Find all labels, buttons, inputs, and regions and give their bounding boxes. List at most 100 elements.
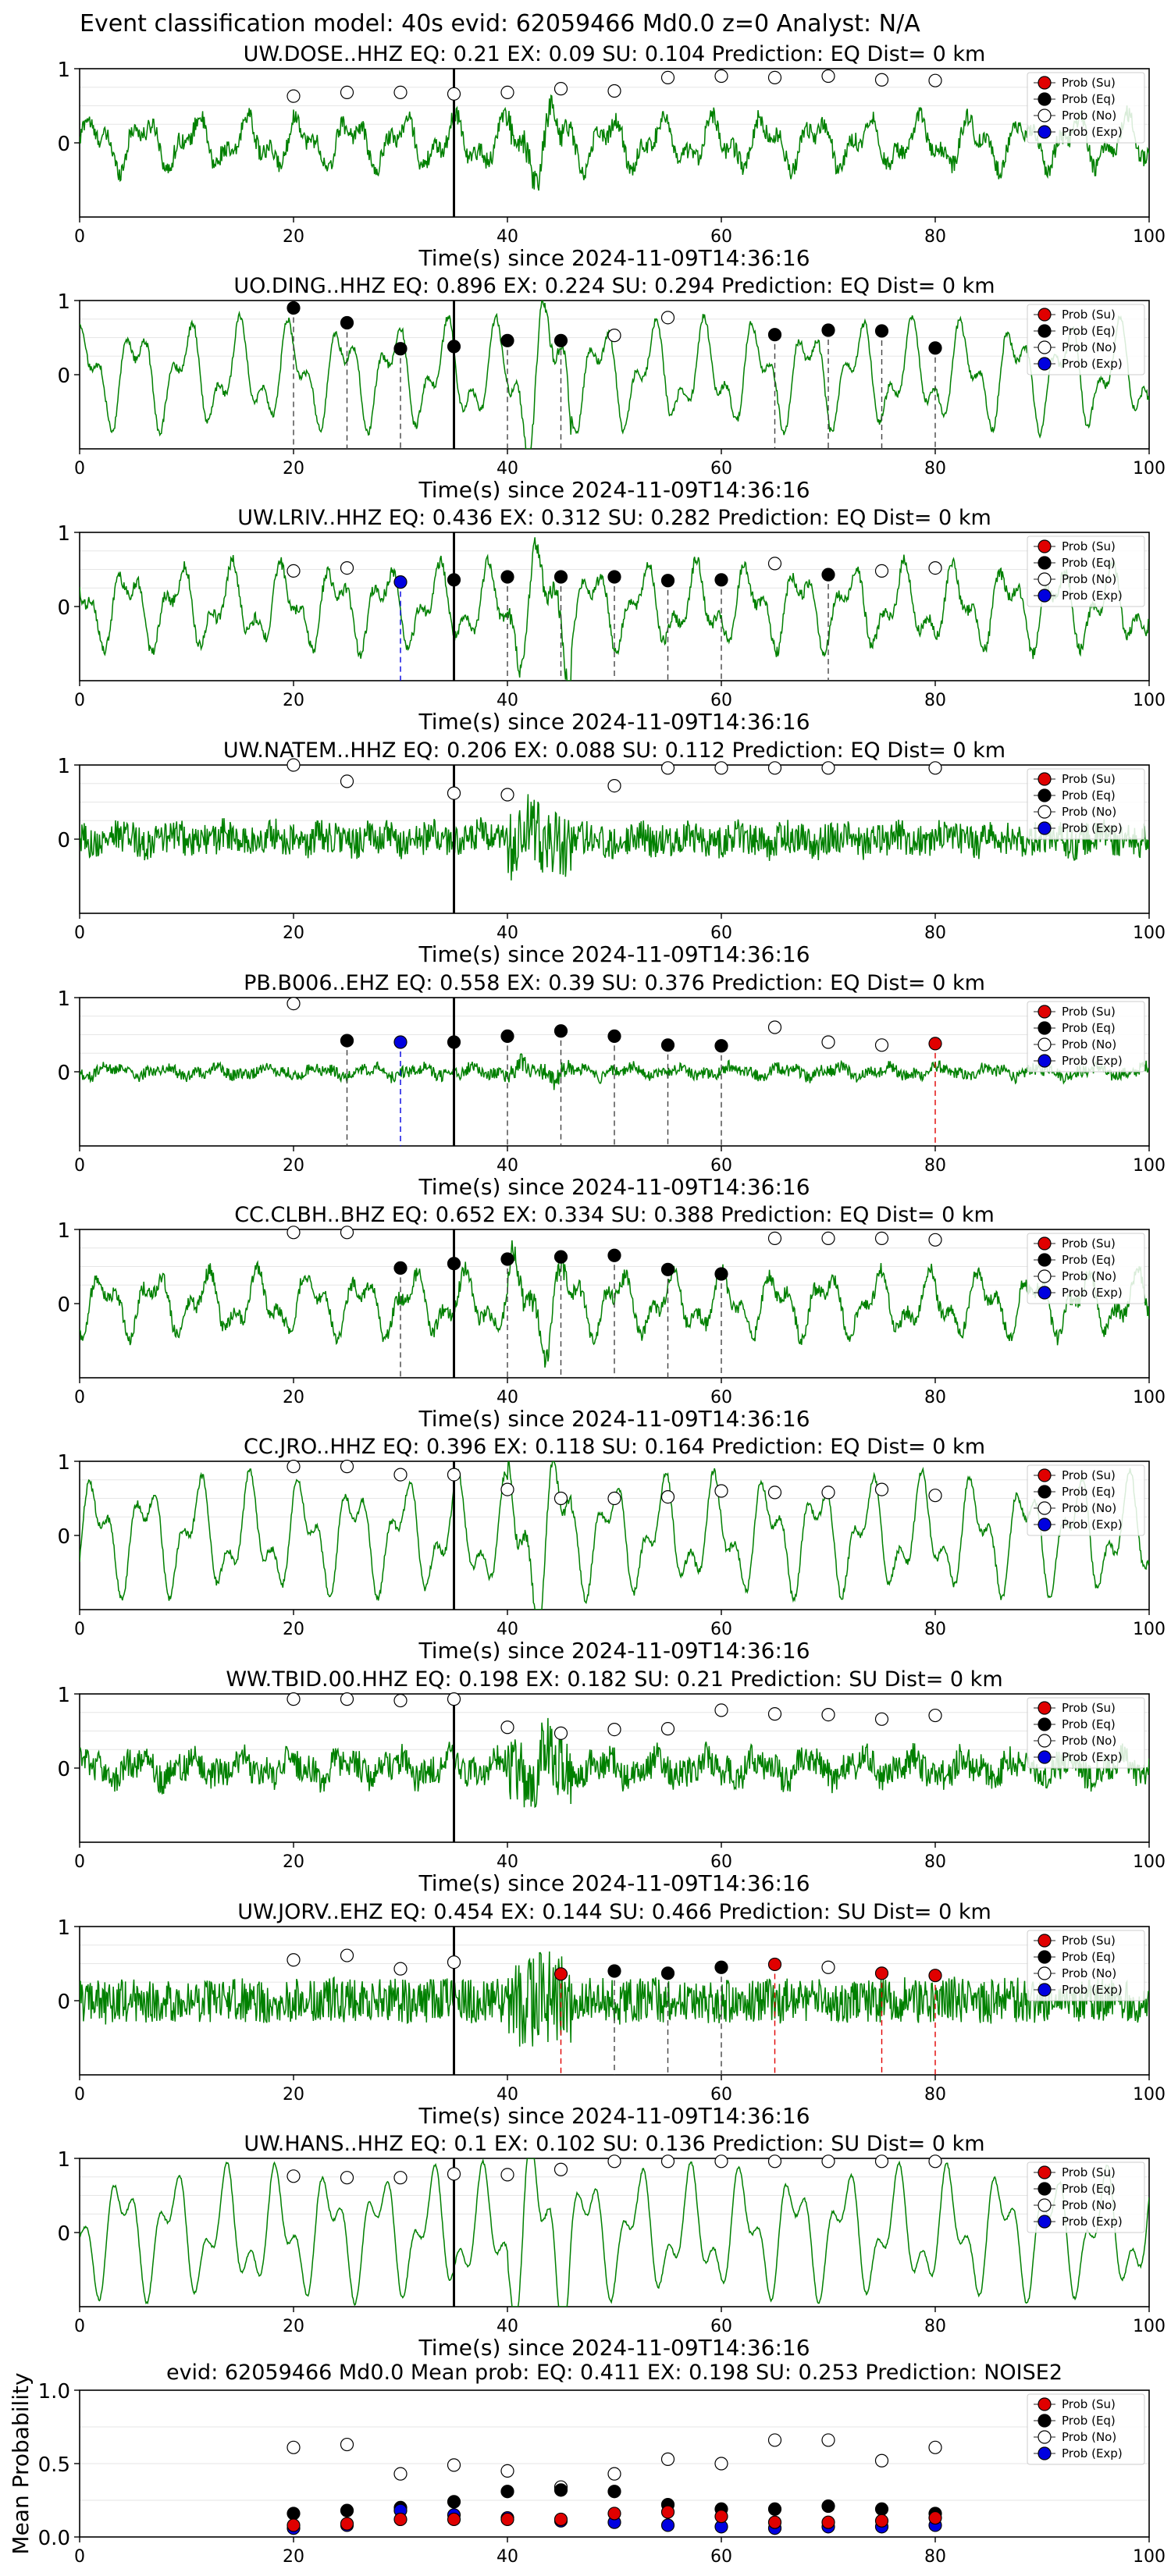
x-tick-label: 60	[710, 2317, 732, 2336]
x-tick-label: 40	[497, 2547, 518, 2567]
panel-title: UW.DOSE..HHZ EQ: 0.21 EX: 0.09 SU: 0.104…	[244, 42, 986, 66]
prob-marker-no	[500, 788, 514, 802]
y-tick-label: 1	[57, 2148, 70, 2172]
x-tick-label: 20	[283, 1156, 304, 1176]
prob-marker-no	[714, 2154, 728, 2169]
prob-marker-no	[287, 1692, 301, 1706]
prob-marker-no	[447, 87, 461, 101]
legend-label-no: Prob (No)	[1062, 1734, 1116, 1748]
x-tick-label: 100	[1133, 2085, 1166, 2105]
prob-marker-eq	[553, 570, 568, 584]
legend-marker-no	[1038, 1734, 1052, 1748]
prob-marker-su	[553, 1967, 568, 1981]
legend-marker-eq	[1038, 1485, 1052, 1499]
prob-marker-eq	[660, 574, 675, 588]
prob-marker-eq	[500, 1252, 514, 1266]
prob-marker-eq	[607, 1029, 621, 1044]
y-tick-label: 0	[57, 1293, 70, 1317]
mean-marker-su	[767, 2515, 782, 2529]
prob-marker-eq	[340, 315, 354, 330]
prob-marker-eq	[714, 1039, 728, 1053]
axes-frame	[79, 300, 1150, 450]
mean-marker-exp	[660, 2518, 675, 2532]
x-tick-label: 0	[74, 1852, 85, 1872]
prob-marker-su	[874, 1966, 889, 1980]
legend-marker-no	[1038, 1501, 1052, 1515]
legend-marker-su	[1038, 1934, 1052, 1948]
legend-label-exp: Prob (Exp)	[1062, 2446, 1123, 2460]
legend-label-exp: Prob (Exp)	[1062, 357, 1123, 371]
x-axis-label: Time(s) since 2024-11-09T14:36:16	[418, 1638, 810, 1663]
x-tick-label: 100	[1133, 1388, 1166, 1407]
x-tick-label: 0	[74, 1388, 85, 1407]
legend-marker-eq	[1038, 1021, 1052, 1035]
x-tick-label: 100	[1133, 1620, 1166, 1639]
x-axis-label: Time(s) since 2024-11-09T14:36:16	[418, 1174, 810, 1200]
x-tick-label: 80	[924, 2085, 946, 2105]
x-tick-label: 60	[710, 1388, 732, 1407]
x-tick-label: 100	[1133, 691, 1166, 710]
mean-marker-no	[287, 2440, 301, 2454]
x-axis-label: Time(s) since 2024-11-09T14:36:16	[418, 2335, 810, 2361]
panel-ww-tbid-00-hhz: WW.TBID.00.HHZ EQ: 0.198 EX: 0.182 SU: 0…	[57, 1667, 1166, 1896]
prob-marker-no	[767, 761, 782, 775]
legend-box	[1027, 1464, 1145, 1536]
x-tick-label: 20	[283, 923, 304, 943]
x-tick-label: 20	[283, 227, 304, 247]
legend-label-su: Prob (Su)	[1062, 1934, 1116, 1948]
prob-marker-no	[287, 996, 301, 1011]
mean-marker-eq	[500, 2485, 514, 2499]
x-axis-label: Time(s) since 2024-11-09T14:36:16	[418, 941, 810, 967]
prob-marker-no	[874, 564, 889, 578]
mean-marker-su	[553, 2512, 568, 2527]
legend-label-eq: Prob (Eq)	[1062, 1717, 1116, 1731]
prob-marker-eq	[553, 1024, 568, 1038]
y-tick-label: 1	[57, 290, 70, 314]
legend-marker-exp	[1038, 1054, 1052, 1068]
prob-marker-su	[928, 1969, 942, 1983]
panel-title: evid: 62059466 Md0.0 Mean prob: EQ: 0.41…	[166, 2361, 1062, 2385]
legend-box	[1027, 1233, 1145, 1304]
x-tick-label: 0	[74, 691, 85, 710]
mean-marker-su	[660, 2505, 675, 2519]
legend-label-eq: Prob (Eq)	[1062, 1485, 1116, 1499]
legend-box	[1027, 304, 1145, 375]
y-tick-label: 1	[57, 1219, 70, 1243]
prob-marker-eq	[553, 333, 568, 347]
prob-marker-no	[821, 1035, 835, 1049]
y-tick-label: 0	[57, 133, 70, 156]
x-tick-label: 40	[497, 227, 518, 247]
prob-marker-no	[287, 89, 301, 103]
x-tick-label: 60	[710, 459, 732, 479]
legend-marker-exp	[1038, 357, 1052, 371]
legend-label-exp: Prob (Exp)	[1062, 1750, 1123, 1764]
waveform	[80, 794, 1149, 881]
legend-marker-eq	[1038, 556, 1052, 570]
prob-marker-no	[767, 1231, 782, 1246]
legend-label-no: Prob (No)	[1062, 1269, 1116, 1283]
prob-marker-no	[340, 560, 354, 575]
prob-marker-eq	[500, 570, 514, 584]
x-axis-label: Time(s) since 2024-11-09T14:36:16	[418, 1870, 810, 1896]
prob-marker-eq	[874, 324, 889, 338]
legend-label-no: Prob (No)	[1062, 109, 1116, 123]
legend-label-exp: Prob (Exp)	[1062, 589, 1123, 603]
prob-marker-no	[928, 1489, 942, 1503]
prob-marker-eq	[447, 573, 461, 587]
prob-marker-no	[447, 1692, 461, 1706]
legend-marker-su	[1038, 76, 1052, 90]
prob-marker-no	[660, 2154, 675, 2169]
prob-marker-no	[660, 70, 675, 85]
prob-marker-no	[714, 761, 728, 775]
x-tick-label: 80	[924, 1156, 946, 1176]
y-tick-label: 0.5	[38, 2453, 70, 2477]
legend-label-no: Prob (No)	[1062, 2198, 1116, 2212]
prob-marker-eq	[821, 568, 835, 582]
legend-label-exp: Prob (Exp)	[1062, 1517, 1123, 1532]
legend-marker-su	[1038, 2165, 1052, 2179]
mean-marker-no	[660, 2452, 675, 2466]
mean-marker-su	[287, 2518, 301, 2532]
legend-label-eq: Prob (Eq)	[1062, 2182, 1116, 2196]
x-tick-label: 60	[710, 923, 732, 943]
prob-marker-no	[447, 2167, 461, 2181]
